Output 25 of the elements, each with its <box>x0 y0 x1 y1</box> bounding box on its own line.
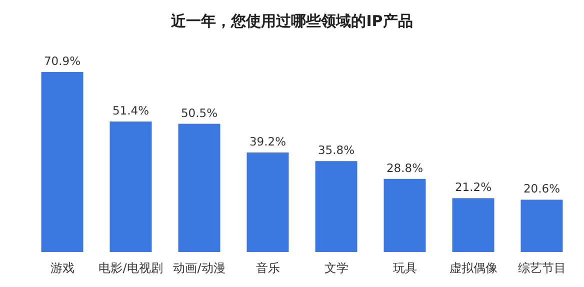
data-label: 21.2% <box>454 180 492 194</box>
x-tick-label: 游戏 <box>50 261 74 275</box>
bar <box>41 72 84 252</box>
bar <box>452 198 494 252</box>
data-label: 20.6% <box>523 182 560 196</box>
x-tick-label: 音乐 <box>256 261 280 275</box>
bar <box>520 200 563 252</box>
x-tick-label: 动画/动漫 <box>173 261 226 275</box>
x-tick-label: 玩具 <box>392 261 417 275</box>
data-label: 51.4% <box>112 104 150 118</box>
bar <box>110 122 152 252</box>
data-label: 70.9% <box>44 54 81 68</box>
bar <box>315 161 358 252</box>
data-label: 35.8% <box>318 143 355 158</box>
x-tick-label: 电影/电视剧 <box>98 261 163 275</box>
x-tick-label: 文学 <box>324 261 348 275</box>
chart-title: 近一年，您使用过哪些领域的IP产品 <box>170 12 413 30</box>
x-tick-label: 综艺节目 <box>518 261 566 275</box>
data-label: 39.2% <box>249 134 286 148</box>
bar <box>246 152 289 252</box>
bar <box>178 124 220 252</box>
x-tick-label: 虚拟偶像 <box>449 261 498 275</box>
bar <box>384 178 426 252</box>
data-label: 50.5% <box>180 106 218 120</box>
data-label: 28.8% <box>386 160 424 175</box>
